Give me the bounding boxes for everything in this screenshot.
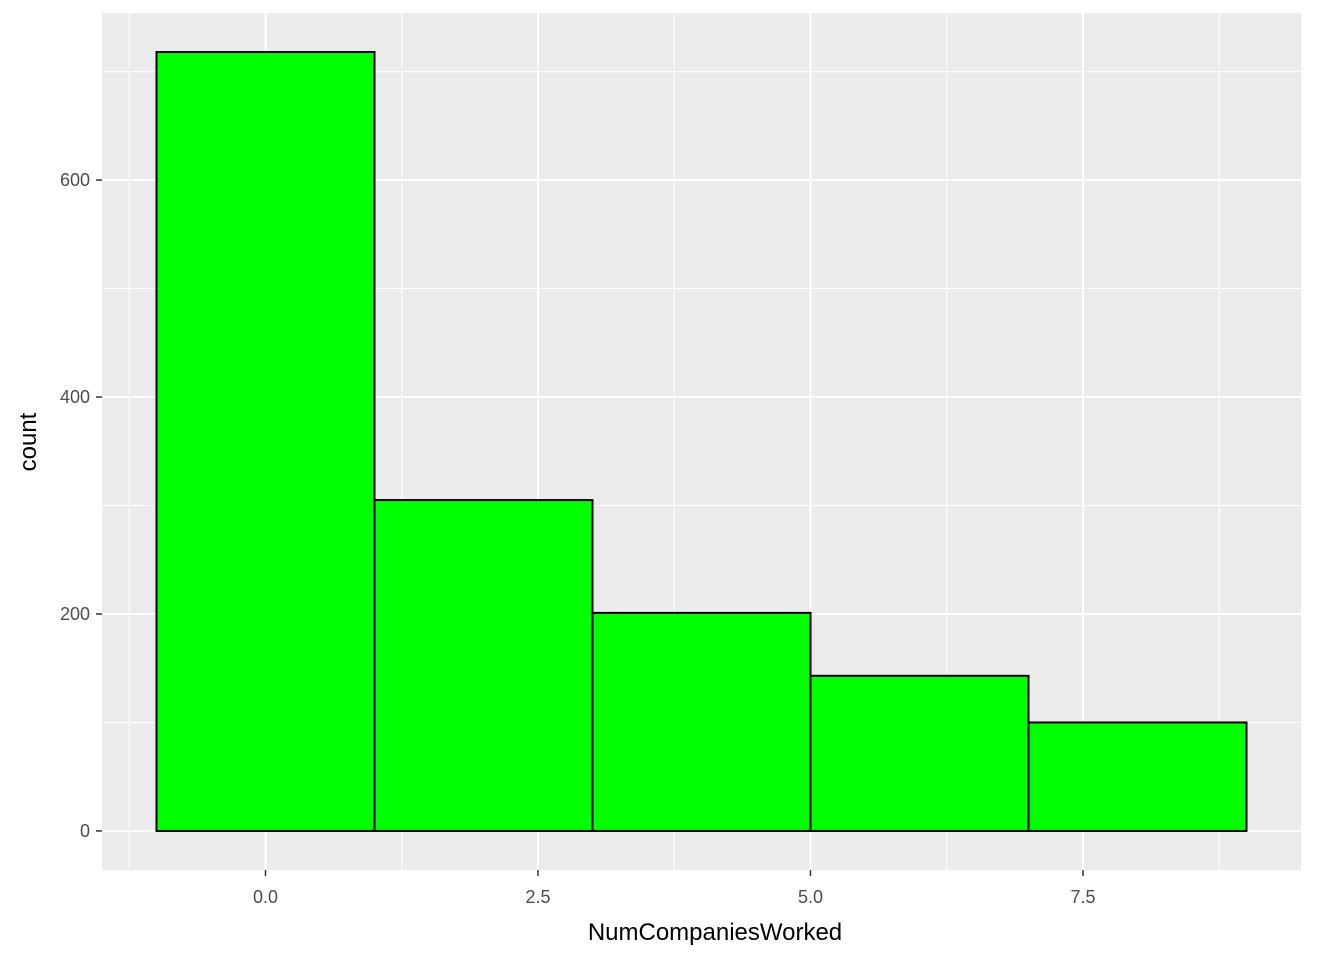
histogram-bar (1027, 721, 1248, 832)
y-tick-label: 600 (60, 170, 90, 190)
histogram-bar (591, 611, 812, 832)
y-tick-label: 0 (80, 821, 90, 841)
histogram-bar (809, 674, 1030, 832)
x-tick-label: 5.0 (798, 887, 823, 907)
histogram-bar (373, 499, 594, 832)
x-axis-title: NumCompaniesWorked (588, 919, 842, 946)
y-tick-label: 200 (60, 604, 90, 624)
x-tick-label: 0.0 (253, 887, 278, 907)
histogram-bar (155, 51, 376, 832)
histogram-bars (155, 51, 1248, 832)
x-tick-label: 2.5 (525, 887, 550, 907)
x-tick-label: 7.5 (1070, 887, 1095, 907)
y-axis-ticks: 0 200 400 600 (60, 170, 102, 841)
y-axis-title: count (15, 412, 42, 471)
y-tick-label: 400 (60, 387, 90, 407)
x-axis-ticks: 0.0 2.5 5.0 7.5 (253, 870, 1096, 907)
